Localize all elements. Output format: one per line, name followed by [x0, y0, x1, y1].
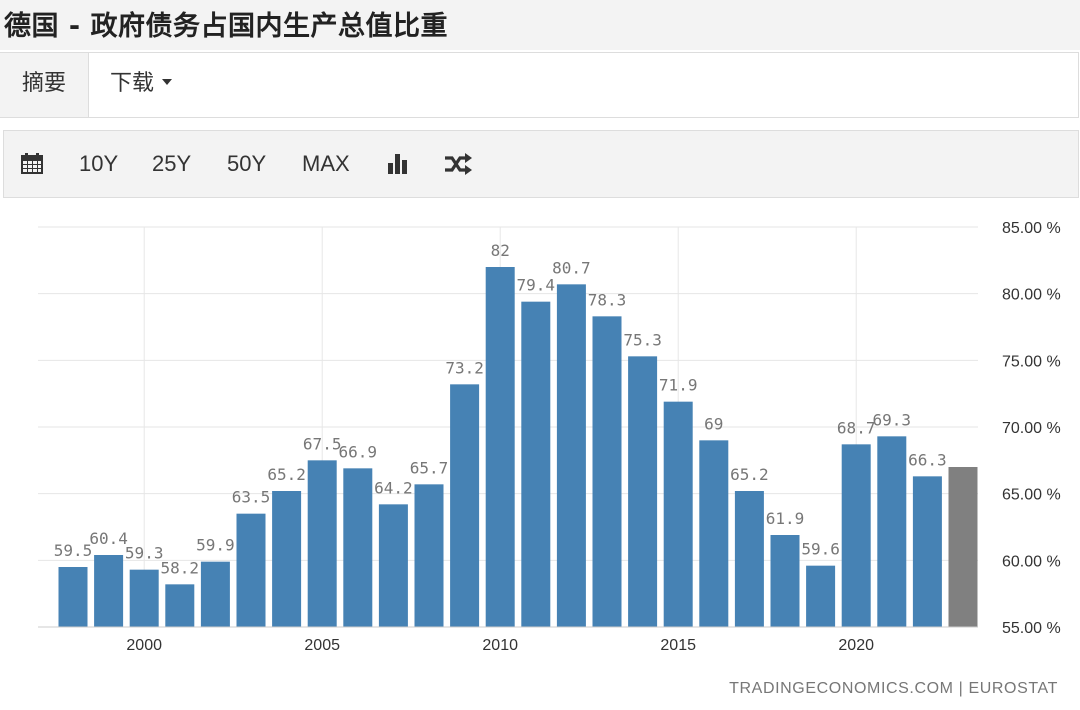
data-bar [343, 468, 373, 627]
data-label: 69 [704, 414, 723, 433]
data-bar [165, 584, 195, 627]
shuffle-icon [445, 153, 472, 175]
data-bar [236, 513, 266, 627]
data-label: 67.5 [303, 434, 342, 453]
data-bar [770, 535, 800, 627]
data-label: 59.9 [196, 536, 235, 555]
data-label: 68.7 [837, 418, 876, 437]
data-bar [485, 267, 515, 627]
x-tick-label: 2010 [482, 637, 518, 654]
tab-summary[interactable]: 摘要 [0, 53, 89, 117]
data-label: 69.3 [873, 410, 912, 429]
y-tick-label: 55.00 % [1002, 620, 1061, 637]
data-bar [450, 384, 480, 627]
x-tick-label: 2005 [304, 637, 340, 654]
data-label: 64.2 [374, 478, 413, 497]
data-label: 80.7 [552, 258, 591, 277]
data-label: 59.6 [801, 540, 840, 559]
data-bar [58, 567, 88, 627]
data-label: 66.9 [339, 442, 378, 461]
range-50y-button[interactable]: 50Y [227, 151, 267, 176]
range-10y-button[interactable]: 10Y [79, 151, 119, 176]
data-label: 60.4 [89, 529, 128, 548]
data-label: 59.5 [54, 541, 93, 560]
data-label: 65.2 [730, 465, 769, 484]
y-tick-label: 60.00 % [1002, 553, 1061, 570]
chart-type-button[interactable] [387, 131, 413, 197]
bar-chart-icon [388, 154, 407, 174]
page-title: 德国 - 政府债务占国内生产总值比重 [4, 11, 449, 42]
tab-download-dropdown[interactable]: 下载 [110, 53, 173, 117]
data-bar [699, 440, 729, 627]
calendar-button[interactable] [20, 131, 46, 197]
x-tick-label: 2020 [838, 637, 874, 654]
x-tick-label: 2000 [126, 637, 162, 654]
y-tick-label: 85.00 % [1002, 220, 1061, 237]
data-bar [592, 316, 622, 627]
data-label: 75.3 [623, 330, 662, 349]
data-label: 78.3 [588, 290, 627, 309]
range-25y-button[interactable]: 25Y [152, 151, 192, 176]
x-tick-label: 2015 [660, 637, 696, 654]
data-label: 65.7 [410, 458, 449, 477]
range-max-button[interactable]: MAX [302, 151, 350, 176]
data-bar [378, 504, 408, 627]
data-bar [307, 460, 337, 627]
y-tick-label: 70.00 % [1002, 420, 1061, 437]
data-label: 71.9 [659, 376, 698, 395]
data-bar [628, 356, 658, 627]
y-tick-label: 75.00 % [1002, 353, 1061, 370]
data-bar [734, 491, 764, 627]
data-label: 58.2 [161, 558, 200, 577]
tab-download-label: 下载 [110, 71, 155, 96]
data-bar [806, 565, 836, 627]
data-bar [663, 401, 693, 627]
data-bar [841, 444, 871, 627]
data-label: 73.2 [445, 358, 484, 377]
data-bar [556, 284, 586, 627]
compare-button[interactable] [444, 131, 474, 197]
data-bar [521, 301, 551, 627]
data-bar [129, 569, 159, 627]
data-label: 66.3 [908, 450, 947, 469]
data-bar [94, 555, 124, 627]
data-label: 82 [491, 241, 510, 260]
data-label: 61.9 [766, 509, 805, 528]
data-label: 79.4 [517, 276, 556, 295]
debt-to-gdp-bar-chart: 55.00 % 60.00 % 65.00 % 70.00 % 75.00 % 80.00… [38, 220, 1061, 654]
calendar-icon [21, 153, 43, 174]
data-bar [272, 491, 302, 627]
data-bar [877, 436, 907, 627]
caret-down-icon [162, 79, 173, 85]
chart-toolbar: 10Y 25Y 50Y MAX [3, 130, 1079, 198]
tab-summary-label: 摘要 [21, 71, 66, 96]
data-bar [414, 484, 444, 627]
y-tick-label: 80.00 % [1002, 287, 1061, 304]
forecast-bar [948, 467, 978, 627]
data-bar [912, 476, 942, 627]
y-tick-label: 65.00 % [1002, 487, 1061, 504]
source-credit: TRADINGECONOMICS.COM | EUROSTAT [729, 680, 1058, 697]
tabs-bar: 摘要 下载 [0, 52, 1079, 118]
data-label: 65.2 [267, 465, 306, 484]
data-label: 63.5 [232, 488, 271, 507]
data-bar [200, 561, 230, 627]
data-label: 59.3 [125, 544, 164, 563]
title-bar: 德国 - 政府债务占国内生产总值比重 [0, 0, 1080, 50]
